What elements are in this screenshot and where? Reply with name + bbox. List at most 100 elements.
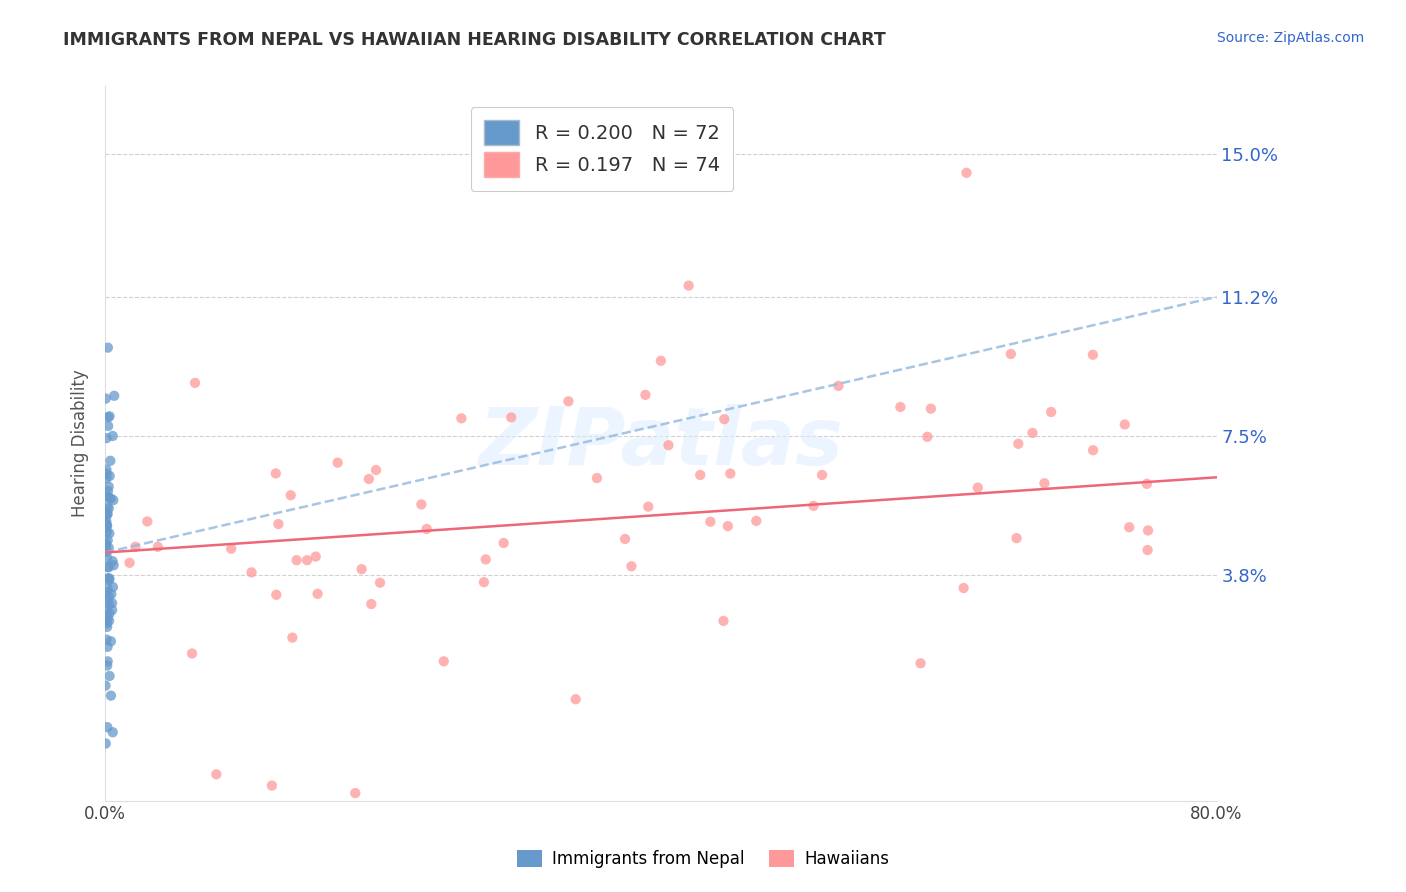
Point — [920, 401, 942, 416]
Point — [1137, 524, 1160, 538]
Point — [94, 536, 117, 550]
Point — [281, 631, 304, 645]
Point — [1114, 417, 1136, 432]
Point — [101, 603, 124, 617]
Point — [96, 517, 118, 532]
Point — [713, 614, 735, 628]
Point — [94, 392, 117, 406]
Point — [94, 522, 117, 536]
Point — [96, 431, 118, 445]
Point — [650, 353, 672, 368]
Point — [657, 438, 679, 452]
Point — [718, 467, 741, 481]
Point — [368, 575, 391, 590]
Point — [1081, 443, 1104, 458]
Point — [240, 566, 263, 580]
Point — [1136, 476, 1159, 491]
Point — [1021, 425, 1043, 440]
Point — [280, 488, 302, 502]
Point — [94, 517, 117, 532]
Point — [360, 597, 382, 611]
Point — [96, 524, 118, 539]
Point — [98, 614, 121, 628]
Point — [103, 493, 125, 508]
Point — [94, 679, 117, 693]
Point — [266, 588, 288, 602]
Point — [98, 409, 121, 424]
Point — [101, 725, 124, 739]
Point — [219, 541, 242, 556]
Point — [285, 553, 308, 567]
Point — [474, 552, 496, 566]
Point — [260, 779, 283, 793]
Point — [98, 571, 121, 585]
Point — [586, 471, 609, 485]
Point — [97, 419, 120, 434]
Point — [97, 560, 120, 574]
Point — [96, 608, 118, 623]
Point — [103, 558, 125, 573]
Point — [100, 587, 122, 601]
Point — [1118, 520, 1140, 534]
Point — [96, 581, 118, 595]
Point — [1007, 437, 1029, 451]
Point — [305, 549, 328, 564]
Point — [411, 497, 433, 511]
Point — [357, 472, 380, 486]
Point — [96, 593, 118, 607]
Point — [96, 462, 118, 476]
Point — [1040, 405, 1063, 419]
Text: Source: ZipAtlas.com: Source: ZipAtlas.com — [1216, 31, 1364, 45]
Point — [1005, 531, 1028, 545]
Point — [98, 607, 121, 621]
Point — [100, 491, 122, 506]
Point — [717, 519, 740, 533]
Point — [97, 507, 120, 521]
Point — [97, 541, 120, 555]
Point — [96, 550, 118, 565]
Point — [181, 647, 204, 661]
Point — [295, 553, 318, 567]
Point — [98, 526, 121, 541]
Point — [96, 490, 118, 504]
Point — [136, 515, 159, 529]
Point — [101, 429, 124, 443]
Point — [620, 559, 643, 574]
Point — [264, 467, 287, 481]
Point — [364, 463, 387, 477]
Text: ZIPatlas: ZIPatlas — [478, 404, 844, 483]
Point — [98, 454, 121, 468]
Point — [96, 514, 118, 528]
Point — [94, 736, 117, 750]
Point — [1000, 347, 1022, 361]
Point — [100, 689, 122, 703]
Point — [1136, 543, 1159, 558]
Point — [96, 467, 118, 481]
Point — [917, 430, 939, 444]
Point — [98, 573, 121, 587]
Point — [184, 376, 207, 390]
Point — [97, 480, 120, 494]
Point — [101, 596, 124, 610]
Point — [96, 471, 118, 485]
Text: IMMIGRANTS FROM NEPAL VS HAWAIIAN HEARING DISABILITY CORRELATION CHART: IMMIGRANTS FROM NEPAL VS HAWAIIAN HEARIN… — [63, 31, 886, 49]
Point — [96, 545, 118, 559]
Point — [966, 481, 988, 495]
Point — [344, 786, 367, 800]
Point — [97, 410, 120, 425]
Point — [146, 540, 169, 554]
Point — [118, 556, 141, 570]
Point — [267, 516, 290, 531]
Point — [637, 500, 659, 514]
Point — [678, 278, 700, 293]
Point — [97, 533, 120, 548]
Point — [96, 602, 118, 616]
Point — [94, 538, 117, 552]
Point — [97, 611, 120, 625]
Point — [96, 720, 118, 734]
Point — [614, 532, 637, 546]
Y-axis label: Hearing Disability: Hearing Disability — [72, 369, 89, 517]
Point — [564, 692, 586, 706]
Point — [96, 632, 118, 647]
Point — [97, 590, 120, 604]
